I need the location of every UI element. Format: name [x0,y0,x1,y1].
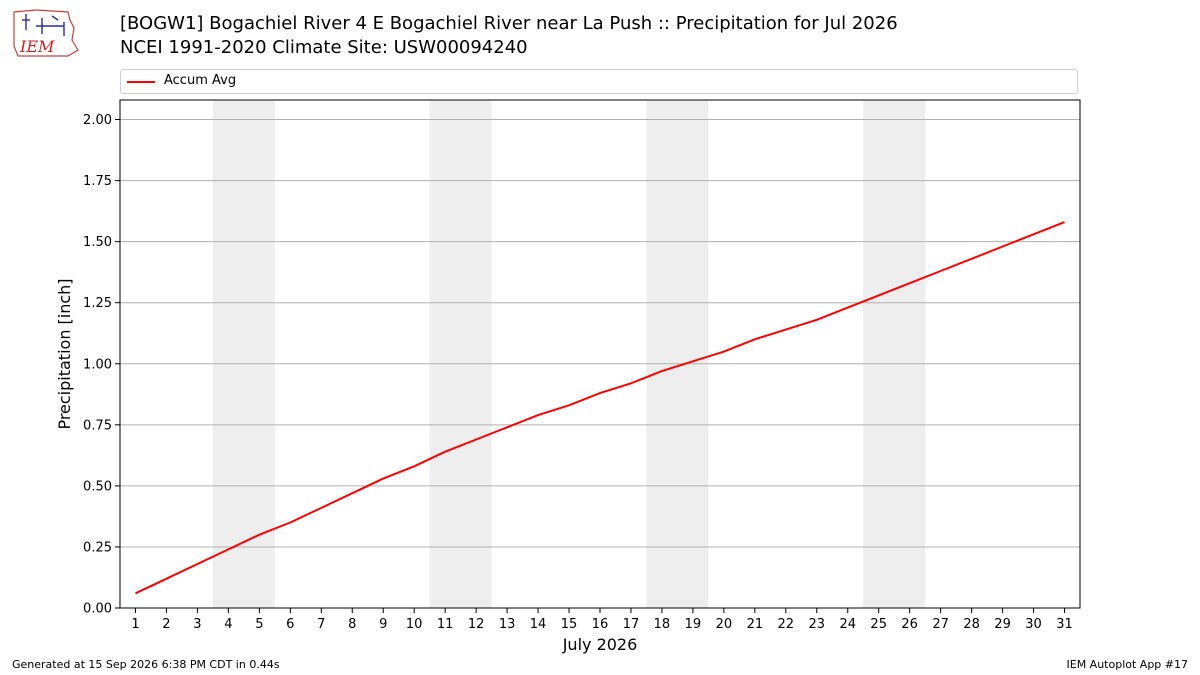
x-tick-label: 16 [592,617,609,632]
weekend-shade-2 [429,100,492,608]
x-tick-label: 7 [317,617,325,632]
weekend-shade-3 [646,100,709,608]
x-tick-label: 28 [963,617,980,632]
series-line-accum-avg [135,221,1065,595]
x-tick-label: 22 [778,617,795,632]
x-tick-label: 5 [255,617,263,632]
y-tick-label: 0.75 [83,418,112,433]
y-tick-label: 1.00 [83,357,112,372]
legend-label-accum-avg: Accum Avg [164,73,237,88]
x-tick-label: 17 [623,617,640,632]
x-tick-label: 18 [654,617,671,632]
x-axis-label: July 2026 [562,635,638,654]
weekend-shade-1 [212,100,275,608]
plot-area [120,100,1080,608]
x-tick-label: 2 [162,617,170,632]
legend: Accum Avg [120,69,1078,94]
x-tick-label: 14 [530,617,547,632]
y-tick-label: 0.50 [83,479,112,494]
x-tick-label: 15 [561,617,578,632]
x-tick-label: 23 [809,617,826,632]
plot-frame [119,99,1081,609]
x-tick-label: 13 [499,617,516,632]
y-tick-label: 1.75 [83,174,112,189]
y-tick-label: 1.25 [83,296,112,311]
generated-timestamp: Generated at 15 Sep 2026 6:38 PM CDT in … [12,658,280,671]
x-tick-label: 26 [901,617,918,632]
y-tick-label: 0.25 [83,540,112,555]
x-tick-label: 20 [716,617,733,632]
weekend-shade-4 [863,100,926,608]
chart-title: [BOGW1] Bogachiel River 4 E Bogachiel Ri… [120,13,898,34]
x-tick-label: 4 [224,617,232,632]
y-tick-label: 0.00 [83,602,112,617]
y-tick-label: 1.50 [83,235,112,250]
x-tick-label: 25 [870,617,887,632]
x-tick-label: 8 [348,617,356,632]
x-tick-label: 3 [193,617,201,632]
x-tick-label: 10 [406,617,423,632]
chart-subtitle: NCEI 1991-2020 Climate Site: USW00094240 [120,37,528,58]
logo-text: IEM [19,37,55,56]
app-id-label: IEM Autoplot App #17 [1066,658,1189,671]
x-tick-label: 9 [379,617,387,632]
legend-swatch-accum-avg [127,81,155,83]
x-tick-label: 29 [994,617,1011,632]
y-tick-label: 2.00 [83,113,112,128]
iem-logo: IEM [13,9,79,57]
y-axis-label: Precipitation [inch] [55,278,74,429]
x-tick-label: 12 [468,617,485,632]
x-tick-label: 1 [131,617,139,632]
x-tick-label: 31 [1056,617,1073,632]
x-tick-label: 11 [437,617,454,632]
x-tick-label: 24 [839,617,856,632]
x-tick-label: 27 [932,617,949,632]
x-tick-label: 30 [1025,617,1042,632]
x-tick-label: 21 [747,617,764,632]
x-tick-label: 6 [286,617,294,632]
x-tick-label: 19 [685,617,702,632]
